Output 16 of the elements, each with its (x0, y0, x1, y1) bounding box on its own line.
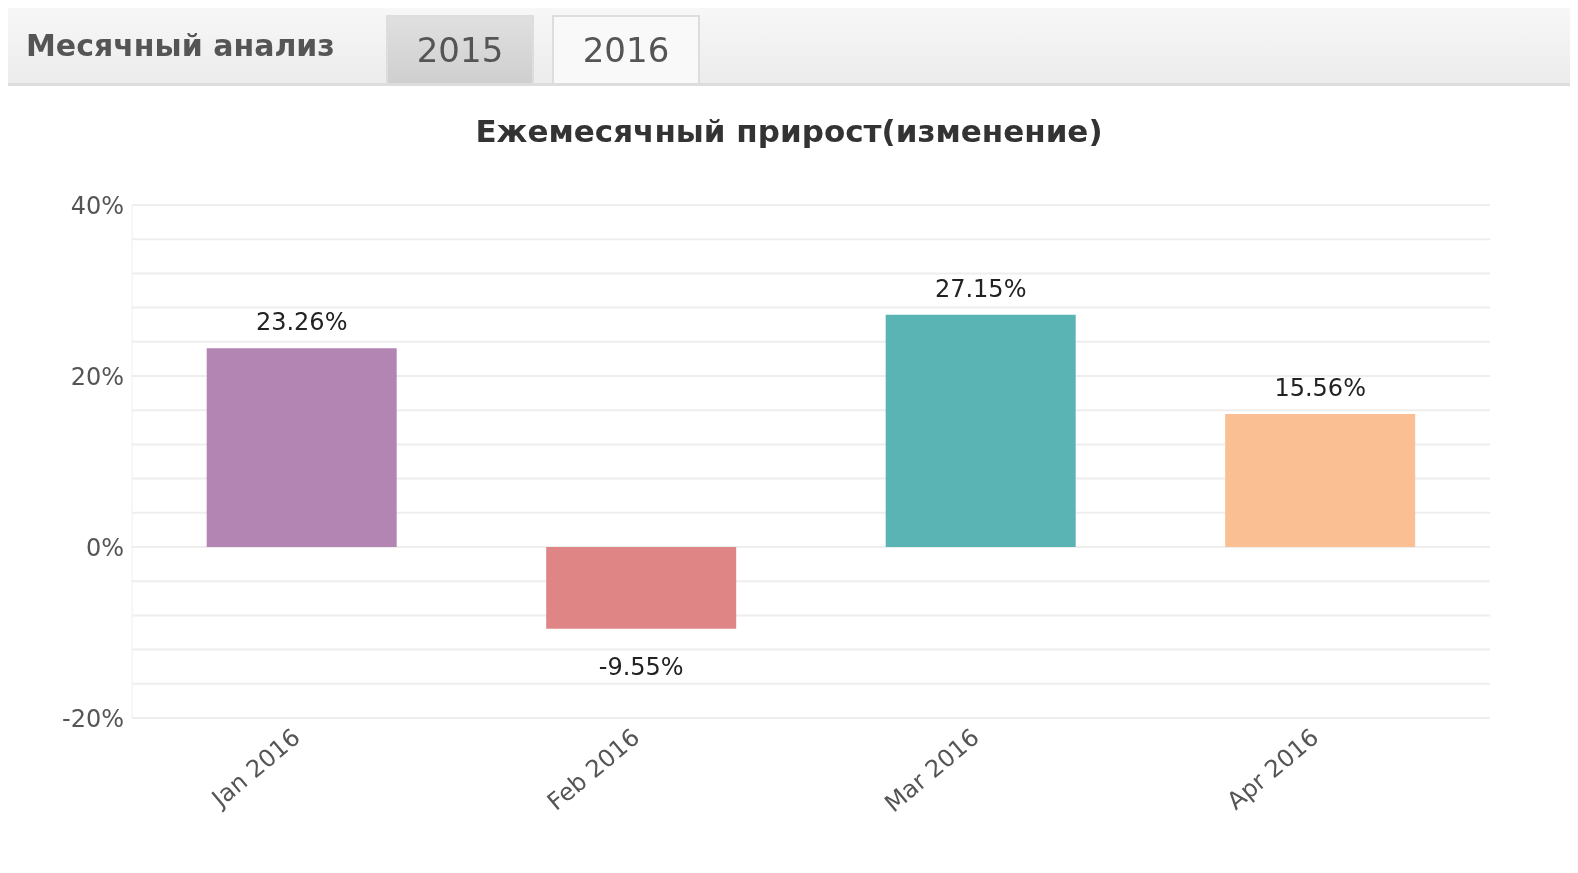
data-label: 23.26% (255, 308, 348, 337)
chart-title: Ежемесячный прирост(изменение) (474, 112, 1104, 151)
y-tick-label: -20% (61, 704, 124, 733)
bar (1225, 413, 1416, 547)
data-label: -9.55% (598, 652, 684, 681)
data-label: 27.15% (934, 274, 1027, 303)
bar (546, 547, 737, 629)
text: 2015 (386, 15, 534, 83)
text: 2016 (552, 15, 700, 83)
y-tick-label: 0% (85, 533, 124, 562)
y-tick-label: 20% (70, 362, 124, 391)
bar (885, 314, 1076, 547)
y-tick-label: 40% (70, 191, 124, 220)
bar (206, 348, 397, 547)
text: Месячный анализ (25, 27, 336, 65)
data-label: 15.56% (1274, 373, 1366, 402)
